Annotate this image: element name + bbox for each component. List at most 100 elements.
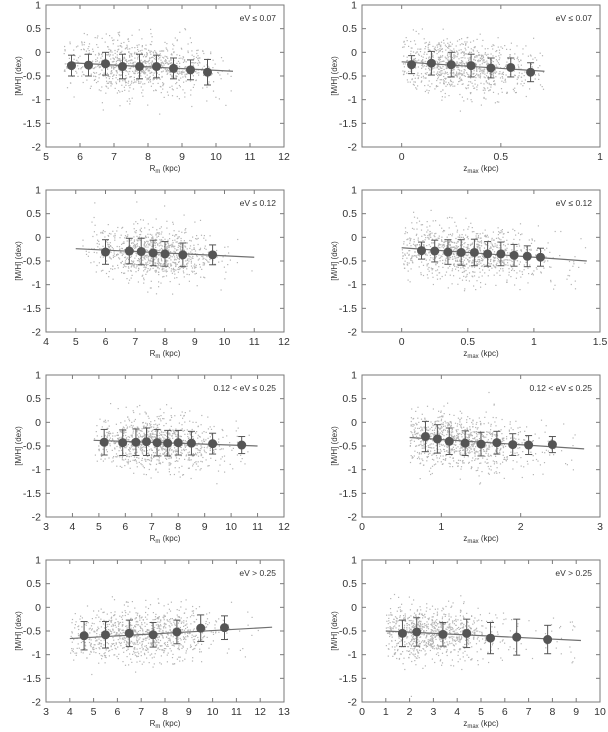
scatter-dot <box>190 94 192 96</box>
x-tick-label: 3 <box>43 521 49 533</box>
scatter-dot <box>120 74 122 76</box>
scatter-dot <box>153 72 155 74</box>
scatter-dot <box>482 258 484 260</box>
scatter-dot <box>167 263 169 265</box>
scatter-dot <box>223 266 225 268</box>
scatter-dot <box>119 75 121 77</box>
scatter-dot <box>125 424 127 426</box>
scatter-dot <box>460 236 463 238</box>
scatter-dot <box>160 265 162 268</box>
scatter-dot <box>178 65 181 68</box>
scatter-dot <box>441 239 443 241</box>
scatter-dot <box>190 459 192 461</box>
scatter-dot <box>126 44 128 46</box>
scatter-dot <box>138 82 140 84</box>
scatter-dot <box>493 80 495 82</box>
scatter-dot <box>159 248 161 251</box>
scatter-dot <box>520 76 523 78</box>
scatter-dot <box>178 268 180 271</box>
x-tick-label: 9 <box>192 336 198 348</box>
scatter-dot <box>95 82 98 84</box>
scatter-dot <box>507 262 509 264</box>
scatter-dot <box>125 438 127 440</box>
y-tick-label: -1 <box>32 279 41 291</box>
scatter-dot <box>160 59 162 61</box>
scatter-dot <box>213 451 215 453</box>
scatter-dot <box>498 262 501 264</box>
scatter-dot <box>512 228 514 230</box>
scatter-dot <box>429 49 431 51</box>
scatter-dot <box>79 55 81 57</box>
scatter-dot <box>197 64 199 66</box>
scatter-dot <box>148 81 150 83</box>
scatter-dot <box>479 74 481 76</box>
scatter-dot <box>411 257 413 259</box>
scatter-dot <box>130 67 132 69</box>
scatter-dot <box>413 58 415 60</box>
scatter-dot <box>133 79 135 81</box>
scatter-dot <box>422 240 424 242</box>
scatter-dot <box>439 260 441 262</box>
scatter-dot <box>210 53 212 55</box>
scatter-dot <box>168 247 170 249</box>
scatter-dot <box>81 42 83 44</box>
scatter-dot <box>171 453 173 455</box>
scatter-dot <box>96 252 98 254</box>
scatter-dot <box>160 233 162 235</box>
scatter-dot <box>432 425 434 427</box>
scatter-dot <box>171 95 174 97</box>
scatter-dot <box>131 261 133 263</box>
scatter-dot <box>152 237 154 239</box>
scatter-dot <box>490 242 492 244</box>
scatter-dot <box>110 73 112 75</box>
scatter-dot <box>140 233 142 236</box>
scatter-dot <box>437 71 439 73</box>
scatter-dot <box>429 72 432 74</box>
scatter-dot <box>168 249 170 251</box>
scatter-dot <box>181 411 183 413</box>
scatter-dot <box>417 48 419 50</box>
scatter-dot <box>201 414 203 417</box>
scatter-dot <box>128 98 130 100</box>
scatter-dot <box>417 66 419 68</box>
scatter-dot <box>124 80 126 82</box>
scatter-dot <box>155 427 157 429</box>
scatter-dot <box>485 81 487 83</box>
scatter-dot <box>188 437 190 439</box>
scatter-dot <box>469 250 471 252</box>
scatter-dot <box>162 436 164 438</box>
scatter-dot <box>473 285 475 287</box>
scatter-dot <box>479 245 481 247</box>
scatter-dot <box>168 471 170 473</box>
scatter-dot <box>135 230 137 232</box>
scatter-dot <box>136 239 138 241</box>
scatter-dot <box>434 48 436 50</box>
scatter-dot <box>438 254 440 256</box>
scatter-dot <box>176 256 178 258</box>
scatter-dot <box>161 249 163 251</box>
scatter-dot <box>416 233 418 235</box>
scatter-dot <box>439 45 441 47</box>
scatter-dot <box>64 50 66 52</box>
scatter-dot <box>466 249 468 251</box>
scatter-dot <box>444 56 446 58</box>
scatter-dot <box>408 254 410 256</box>
scatter-dot <box>99 66 101 68</box>
scatter-dot <box>539 65 541 67</box>
scatter-dot <box>104 419 106 421</box>
scatter-dot <box>435 50 438 52</box>
scatter-dot <box>451 268 454 270</box>
scatter-dot <box>179 54 181 57</box>
scatter-dot <box>443 241 445 243</box>
scatter-dot <box>479 237 481 239</box>
mean-point <box>509 243 519 267</box>
scatter-dot <box>121 431 123 433</box>
scatter-dot <box>146 65 148 67</box>
scatter-dot <box>466 273 468 275</box>
scatter-dot <box>524 71 526 73</box>
scatter-dot <box>481 71 483 73</box>
mean-marker <box>506 62 516 72</box>
scatter-dot <box>176 95 178 98</box>
scatter-dot <box>122 455 124 457</box>
scatter-dot <box>90 85 92 87</box>
